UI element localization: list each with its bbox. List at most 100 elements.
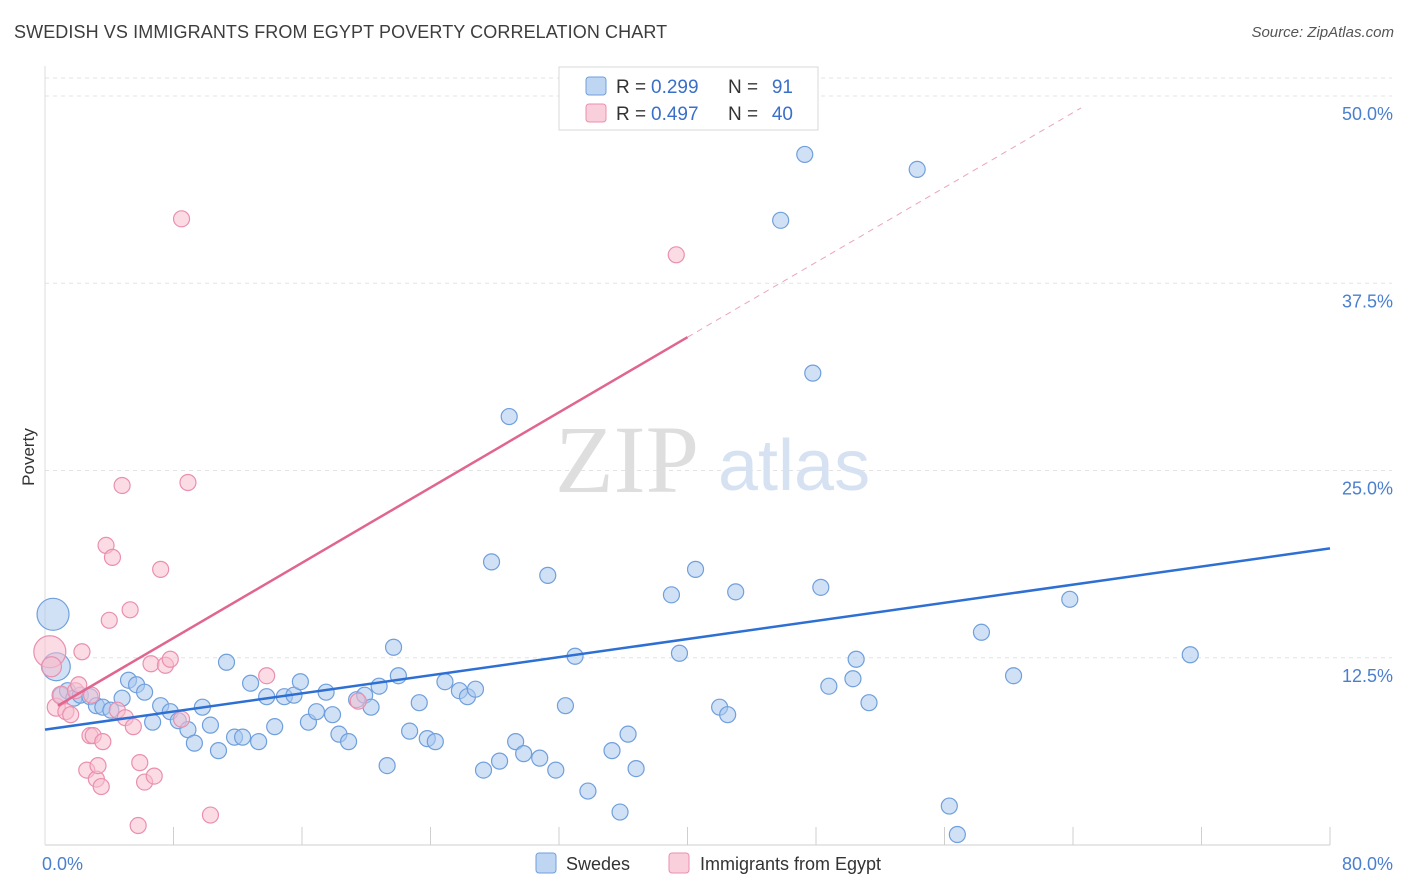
swedes-point-19 <box>185 734 203 752</box>
swedes-point-84 <box>908 160 926 179</box>
swedes-point-47 <box>410 694 428 712</box>
legend-r-label-1: R = <box>616 104 646 125</box>
swedes-point-23 <box>217 653 236 671</box>
trend-lines <box>44 107 1331 731</box>
swedes-point-21 <box>201 716 220 734</box>
swedes-point-59 <box>515 745 533 763</box>
legend-n-value-1: 40 <box>772 104 793 125</box>
watermark: ZIP atlas <box>555 406 870 513</box>
egypt-point-17 <box>100 611 118 629</box>
x-ticks <box>173 827 1331 845</box>
egypt-trend-line <box>57 336 689 707</box>
legend-n-value-0: 91 <box>772 77 793 98</box>
swedes-point-74 <box>719 706 737 724</box>
egypt-point-37 <box>349 692 367 710</box>
swedes-point-69 <box>627 760 645 778</box>
bottom-legend-swatch-0 <box>535 852 557 874</box>
egypt-point-24 <box>129 816 147 835</box>
x-tick-label-0: 0.0% <box>42 854 83 874</box>
bottom-legend-label-1: Immigrants from Egypt <box>700 854 881 874</box>
swedes-point-68 <box>619 725 637 743</box>
swedes-point-53 <box>466 680 485 698</box>
swedes-point-62 <box>547 761 565 779</box>
egypt-point-31 <box>161 650 179 668</box>
x-tick-label-1: 80.0% <box>1342 854 1393 874</box>
watermark-atlas: atlas <box>718 426 870 506</box>
swedes-point-81 <box>844 670 862 688</box>
egypt-point-5 <box>62 706 80 724</box>
swedes-point-14 <box>144 713 162 731</box>
source-credit: Source: ZipAtlas.com <box>1251 24 1394 41</box>
y-tick-label-2: 37.5% <box>1342 291 1393 311</box>
swedes-point-44 <box>384 638 403 656</box>
egypt-point-14 <box>92 777 110 796</box>
swedes-point-36 <box>323 706 342 724</box>
legend-n-label-1: N = <box>728 104 758 125</box>
swedes-point-46 <box>401 722 419 740</box>
swedes-point-79 <box>812 578 830 596</box>
egypt-point-33 <box>172 210 191 228</box>
egypt-trend-extension <box>687 107 1082 338</box>
swedes-point-83 <box>860 694 878 712</box>
swedes-point-72 <box>686 560 705 578</box>
y-tick-labels: 12.5% 25.0% 37.5% 50.0% <box>1342 104 1393 686</box>
legend-r-label-0: R = <box>616 77 646 98</box>
egypt-point-35 <box>201 806 220 824</box>
swedes-point-22 <box>209 742 228 760</box>
swedes-point-82 <box>847 650 865 668</box>
swedes-point-90 <box>1181 646 1199 664</box>
egypt-point-36 <box>258 667 276 685</box>
legend-n-label-0: N = <box>728 77 758 98</box>
swedes-point-35 <box>317 683 335 701</box>
swedes-trend-line <box>44 547 1331 731</box>
swedes-point-26 <box>242 674 260 692</box>
swedes-point-49 <box>426 733 444 751</box>
swedes-point-70 <box>662 586 681 604</box>
legend-swatch-1 <box>585 103 607 123</box>
egypt-point-22 <box>121 601 139 619</box>
swedes-point-0 <box>36 597 70 631</box>
watermark-zip: ZIP <box>555 406 699 513</box>
swedes-point-85 <box>940 797 958 815</box>
swedes-point-13 <box>135 683 154 701</box>
swedes-point-86 <box>948 825 966 844</box>
legend: R = 0.299 N = 91 R = 0.497 N = 40 <box>558 66 819 131</box>
y-axis-label: Poverty <box>19 428 38 486</box>
legend-r-value-0: 0.299 <box>651 77 699 98</box>
swedes-point-50 <box>436 673 454 691</box>
egypt-point-15 <box>94 733 112 751</box>
x-tick-labels: 0.0% 80.0% <box>42 854 1393 874</box>
swedes-point-61 <box>539 566 557 584</box>
swedes-point-88 <box>1004 667 1023 685</box>
egypt-point-27 <box>142 655 160 673</box>
swedes-point-60 <box>531 749 549 767</box>
y-tick-label-3: 50.0% <box>1342 104 1393 124</box>
swedes-point-89 <box>1061 590 1079 608</box>
swedes-point-25 <box>233 728 252 746</box>
egypt-point-32 <box>172 710 191 728</box>
egypt-point-34 <box>179 473 197 492</box>
chart-title: SWEDISH VS IMMIGRANTS FROM EGYPT POVERTY… <box>14 22 668 42</box>
swedes-point-32 <box>291 673 309 691</box>
egypt-point-1 <box>40 656 63 678</box>
egypt-point-25 <box>131 754 149 772</box>
swedes-point-67 <box>611 803 629 821</box>
swedes-point-27 <box>250 733 268 751</box>
swedes-point-55 <box>482 553 501 571</box>
legend-r-value-1: 0.497 <box>651 104 699 125</box>
swedes-point-58 <box>507 733 525 751</box>
egypt-point-8 <box>73 643 91 661</box>
bottom-legend: Swedes Immigrants from Egypt <box>535 852 881 874</box>
swedes-point-66 <box>603 742 621 760</box>
y-tick-label-1: 25.0% <box>1342 479 1393 499</box>
egypt-point-28 <box>145 767 163 785</box>
swedes-point-75 <box>727 583 745 601</box>
swedes-point-78 <box>804 364 822 382</box>
swedes-point-56 <box>490 752 509 770</box>
swedes-point-57 <box>500 407 518 426</box>
bottom-legend-swatch-1 <box>668 852 690 874</box>
egypt-point-18 <box>103 548 122 566</box>
swedes-point-54 <box>474 761 493 779</box>
egypt-point-13 <box>89 757 107 775</box>
